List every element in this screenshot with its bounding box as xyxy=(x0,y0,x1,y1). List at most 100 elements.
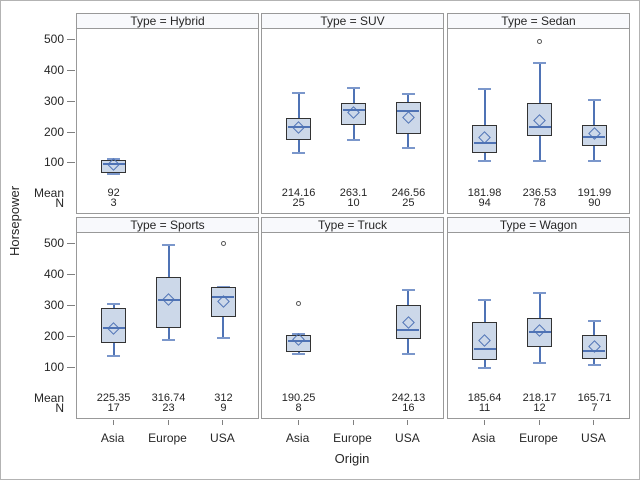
n-value: 90 xyxy=(588,197,601,210)
y-axis-tick xyxy=(67,38,75,40)
iqr-box xyxy=(286,118,312,140)
median-line xyxy=(528,125,551,128)
mean-value: 312 xyxy=(214,391,233,404)
mean-value: 218.17 xyxy=(522,391,557,404)
y-axis-tick xyxy=(67,367,75,369)
x-axis-tick-label: USA xyxy=(395,431,420,445)
median-line xyxy=(583,136,606,139)
n-value: 16 xyxy=(402,401,415,414)
x-axis-tick-label: Asia xyxy=(285,431,310,445)
median-line xyxy=(102,163,125,166)
n-value: 12 xyxy=(533,401,546,414)
whisker-cap-low xyxy=(401,146,415,149)
n-value: 78 xyxy=(533,197,546,210)
x-axis-title: Origin xyxy=(334,451,370,466)
iqr-box xyxy=(210,287,236,317)
iqr-box xyxy=(581,335,607,360)
iqr-box xyxy=(286,335,312,353)
panel-header: Type = Sedan xyxy=(447,13,630,29)
y-axis-tick xyxy=(67,162,75,164)
whisker-cap-low xyxy=(347,139,360,142)
panel-plot: 181.98 94 236.53 78 191.99 90 xyxy=(447,29,630,214)
whisker-cap-low xyxy=(587,160,601,163)
whisker-cap-low xyxy=(292,152,306,154)
n-value: 25 xyxy=(402,197,415,210)
x-axis-tick-label: USA xyxy=(210,431,235,445)
outlier-marker xyxy=(537,39,542,45)
median-line xyxy=(473,142,496,145)
whisker-cap-high xyxy=(107,157,121,160)
whisker-cap-high xyxy=(478,299,492,302)
iqr-box xyxy=(101,308,127,344)
x-axis-tick-label: Europe xyxy=(519,431,558,445)
n-value: 17 xyxy=(107,401,120,414)
median-line xyxy=(473,348,496,350)
median-line xyxy=(583,349,606,352)
n-value: 94 xyxy=(478,197,491,210)
whisker-cap-high xyxy=(587,98,601,101)
y-axis-tick xyxy=(67,242,75,244)
x-axis-tick xyxy=(538,419,540,425)
panel-header: Type = Hybrid xyxy=(76,13,259,29)
outlier-marker xyxy=(296,301,302,307)
iqr-box xyxy=(101,159,127,173)
n-value: 7 xyxy=(591,401,598,414)
whisker-cap-high xyxy=(401,92,415,95)
panel-header: Type = Wagon xyxy=(447,217,630,233)
panel-header: Type = SUV xyxy=(261,13,444,29)
whisker-cap-low xyxy=(533,361,546,364)
y-axis-tick xyxy=(67,100,75,102)
mean-value: 190.25 xyxy=(281,391,316,404)
x-axis-tick-label: Europe xyxy=(148,431,187,445)
n-value: 23 xyxy=(162,401,175,414)
iqr-box xyxy=(395,305,421,340)
x-axis-tick xyxy=(352,419,354,425)
iqr-box xyxy=(472,322,498,360)
iqr-box xyxy=(156,276,181,329)
whisker-cap-high xyxy=(107,302,121,305)
x-axis-tick-label: Asia xyxy=(471,431,496,445)
x-axis-tick xyxy=(297,419,299,425)
y-axis-tick-label: 200 xyxy=(43,329,64,344)
panel-plot: 225.35 17 316.74 23 312 9 xyxy=(76,233,259,419)
whisker-cap-low xyxy=(107,355,121,358)
mean-value: 225.35 xyxy=(96,391,131,404)
iqr-box xyxy=(581,124,607,147)
y-axis-tick xyxy=(67,69,75,71)
n-value: 8 xyxy=(295,401,302,414)
x-axis-tick-label: Asia xyxy=(100,431,125,445)
whisker-cap-high xyxy=(162,244,175,247)
y-axis-tick-label: 400 xyxy=(43,62,64,77)
y-axis-tick-label: 100 xyxy=(43,360,64,375)
mean-value: 92 xyxy=(107,186,120,199)
iqr-box xyxy=(395,102,421,134)
whisker-cap-high xyxy=(587,319,601,322)
mean-row-label: Mean xyxy=(33,185,64,200)
whisker-cap-high xyxy=(533,291,546,294)
whisker-cap-low xyxy=(587,364,601,367)
iqr-box xyxy=(341,103,366,126)
mean-value: 214.16 xyxy=(281,186,316,199)
n-value: 9 xyxy=(220,401,227,414)
n-row-label: N xyxy=(55,400,64,415)
mean-value: 246.56 xyxy=(391,186,426,199)
outlier-marker xyxy=(220,240,226,246)
x-axis-tick xyxy=(167,419,169,425)
median-line xyxy=(397,109,420,112)
n-value: 25 xyxy=(292,197,305,210)
iqr-box xyxy=(472,124,498,153)
y-axis-tick xyxy=(67,304,75,306)
whisker-cap-high xyxy=(401,289,415,292)
y-axis-tick-label: 100 xyxy=(43,155,64,170)
x-axis-tick xyxy=(593,419,595,425)
whisker-cap-high xyxy=(292,92,306,95)
whisker-cap-low xyxy=(478,366,492,369)
n-value: 10 xyxy=(347,197,360,210)
mean-row-label: Mean xyxy=(33,390,64,405)
whisker-cap-low xyxy=(162,339,175,342)
whisker-cap-low xyxy=(107,172,121,175)
mean-value: 242.13 xyxy=(391,391,426,404)
mean-value: 191.99 xyxy=(577,186,612,199)
panel-header: Type = Truck xyxy=(261,217,444,233)
mean-value: 263.1 xyxy=(339,186,368,199)
